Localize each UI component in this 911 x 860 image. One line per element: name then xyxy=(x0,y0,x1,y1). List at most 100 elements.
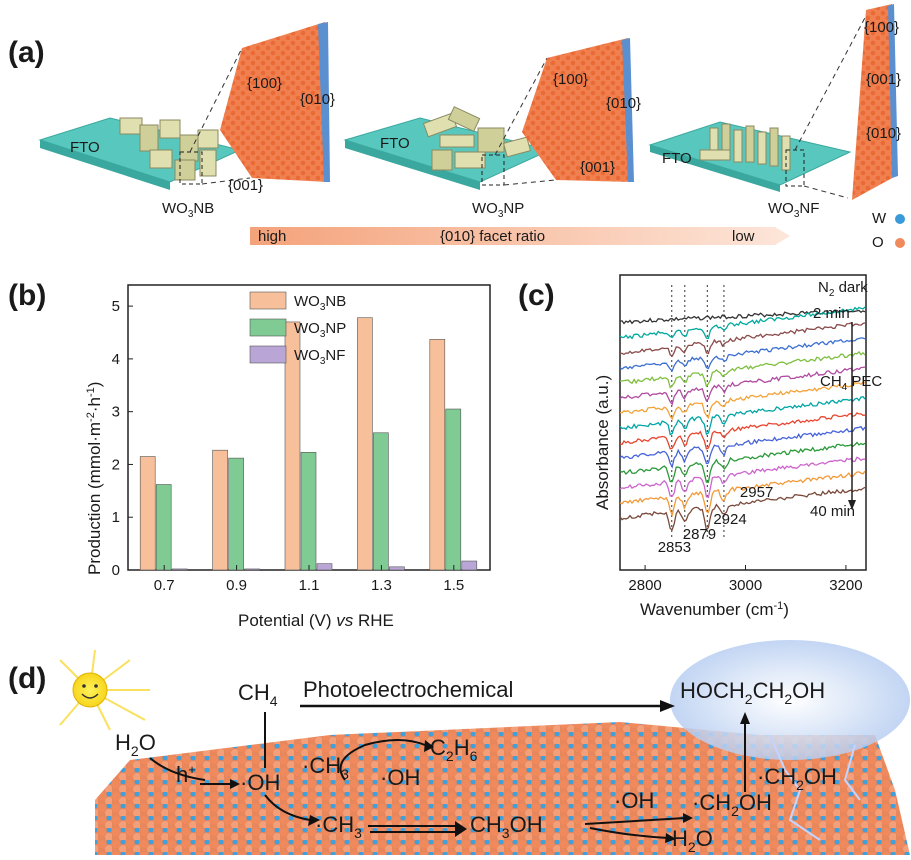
ch2oh-radical-1: ·CH2OH xyxy=(692,790,772,819)
panel-b-label: (b) xyxy=(8,279,46,312)
c2h6-label: C2H6 xyxy=(430,735,478,764)
y-tick-label: 2 xyxy=(112,456,120,473)
sample-name: WO3NP xyxy=(472,200,524,220)
spectrum-line xyxy=(619,381,866,421)
y-tick-label: 3 xyxy=(112,404,120,421)
x-tick-label: 0.7 xyxy=(154,577,175,594)
x-tick-label: 3000 xyxy=(729,577,762,594)
sample-nf: FTO {100} {001} {010} WO3NF xyxy=(648,4,901,220)
spectrum-line xyxy=(619,322,866,358)
bar-WO3NF-1.5 xyxy=(461,560,478,571)
fto-label: FTO xyxy=(70,139,100,156)
chart-legend: WO3NB WO3NP WO3NF xyxy=(249,291,346,367)
atom-legend: W O xyxy=(872,210,905,251)
ch4-pec-label: CH4 PEC xyxy=(820,373,882,393)
bar-WO3NB-0.9 xyxy=(212,449,228,571)
x-tick-label: 1.3 xyxy=(371,577,392,594)
crystal-model xyxy=(522,38,632,182)
peak-label: 2879 xyxy=(683,526,716,543)
sample-name: WO3NB xyxy=(162,200,214,220)
plot-frame xyxy=(619,274,867,571)
x-tick-label: 1.5 xyxy=(443,577,464,594)
h2o-label: H2O xyxy=(115,730,156,759)
spectrum-line xyxy=(619,486,866,532)
wo3-surface xyxy=(95,722,910,855)
bar-WO3NP-1.5 xyxy=(445,408,462,571)
time-start-label: 2 min xyxy=(813,305,850,322)
arrow-center-label: {010} facet ratio xyxy=(440,228,545,245)
legend-o-marker xyxy=(895,238,905,248)
facet-bottom: {010} xyxy=(866,125,901,142)
x-tick-label: 2800 xyxy=(628,577,661,594)
nanoblocks xyxy=(119,117,219,181)
x-tick-label: 3200 xyxy=(829,577,862,594)
ch3-radical-1: ·CH3 xyxy=(302,753,349,782)
n2-dark-label: N2 dark xyxy=(818,279,868,299)
legend-label-WO3NP: WO3NP xyxy=(294,320,346,340)
bars xyxy=(139,317,478,571)
bar-WO3NF-1.3 xyxy=(389,566,405,571)
sample-name: WO3NF xyxy=(768,200,819,220)
facet-top: {100} xyxy=(247,75,282,92)
fto-label: FTO xyxy=(380,135,410,152)
legend-label-WO3NF: WO3NF xyxy=(294,347,345,367)
bar-WO3NB-1.5 xyxy=(429,339,446,571)
ch4-label: CH4 xyxy=(238,680,278,709)
legend-w-marker xyxy=(895,214,905,224)
x-axis-label: Wavenumber (cm-1) xyxy=(640,600,789,619)
bar-WO3NF-1.1 xyxy=(316,563,333,571)
x-ticks: 0.7 0.9 1.1 1.3 1.5 xyxy=(154,565,464,594)
oh-radical-3: ·OH xyxy=(614,788,654,813)
peak-label: 2853 xyxy=(658,539,691,556)
bar-WO3NF-0.7 xyxy=(171,568,188,571)
facet-bottom: {001} xyxy=(228,177,263,194)
spectrum-line xyxy=(619,337,866,372)
legend-w-label: W xyxy=(872,210,887,227)
y-axis-label: Production (mmol·m-2·h-1) xyxy=(85,382,104,575)
crystal-model xyxy=(220,22,328,182)
y-axis-label: Absorbance (a.u.) xyxy=(593,375,612,510)
oh-radical-1: ·OH xyxy=(240,770,280,795)
bar-WO3NB-1.1 xyxy=(284,321,301,571)
spectrum-line xyxy=(619,350,866,389)
scheme-title: Photoelectrochemical xyxy=(303,677,513,702)
bar-WO3NP-0.9 xyxy=(228,457,244,571)
peak-label: 2924 xyxy=(713,511,746,528)
spectrum-line xyxy=(619,456,865,499)
spectrum-line xyxy=(619,308,866,325)
spectrum-line xyxy=(619,306,866,340)
spectrum-line xyxy=(619,395,866,436)
y-tick-label: 5 xyxy=(112,298,120,315)
spectrum-line xyxy=(619,425,866,469)
bar-WO3NB-1.3 xyxy=(357,317,373,571)
spectrum-line xyxy=(619,441,866,483)
y-ticks: 0 1 2 3 4 5 xyxy=(112,298,133,579)
ch3-radical-2: ·CH3 xyxy=(315,812,362,841)
facet-ratio-arrow: high {010} facet ratio low xyxy=(250,227,790,245)
bar-WO3NP-1.1 xyxy=(300,452,317,571)
bar-WO3NP-1.3 xyxy=(373,432,389,571)
bar-WO3NB-0.7 xyxy=(139,456,156,571)
mechanism-scheme: Photoelectrochemical CH4 H2O h+ ·OH ·CH3… xyxy=(59,640,910,855)
crystal-model xyxy=(852,4,896,200)
panel-a-label: (a) xyxy=(8,36,45,69)
cloud-glow xyxy=(670,640,910,760)
time-end-label: 40 min xyxy=(810,503,855,520)
bar-WO3NP-0.7 xyxy=(155,484,172,571)
h2o-product: H2O xyxy=(672,826,713,855)
sample-nb: FTO {100} {010} {001} WO3NB xyxy=(38,22,335,220)
legend-label-WO3NB: WO3NB xyxy=(294,293,346,313)
nanoplates xyxy=(422,106,532,171)
legend-swatch-WO3NP xyxy=(249,318,287,337)
y-tick-label: 4 xyxy=(112,351,120,368)
y-tick-label: 0 xyxy=(112,562,120,579)
sun-icon xyxy=(59,649,150,731)
facet-top: {100} xyxy=(864,19,899,36)
ir-spectra-chart: 2800 3000 3200 N2 dark 2 min CH4 PEC 40 mi… xyxy=(593,274,882,619)
peak-label: 2957 xyxy=(740,484,773,501)
ch3oh-label: CH3OH xyxy=(470,812,543,841)
bar-WO3NF-0.9 xyxy=(244,568,260,571)
